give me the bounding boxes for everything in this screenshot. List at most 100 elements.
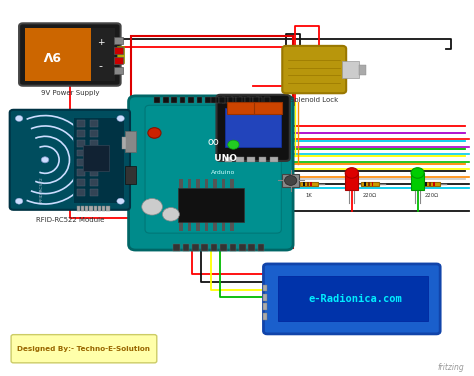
- Bar: [90, 159, 98, 166]
- Bar: [263, 285, 267, 291]
- Circle shape: [117, 198, 124, 204]
- Bar: [77, 189, 85, 196]
- Bar: [173, 244, 180, 251]
- Bar: [90, 130, 98, 137]
- Bar: [115, 47, 123, 54]
- Bar: [214, 97, 219, 103]
- Bar: [359, 65, 366, 74]
- Circle shape: [148, 128, 161, 138]
- Text: Solenoid Lock: Solenoid Lock: [290, 97, 338, 103]
- Bar: [188, 97, 194, 103]
- Bar: [263, 313, 267, 320]
- Bar: [230, 222, 234, 231]
- Bar: [239, 244, 246, 251]
- Bar: [91, 28, 115, 81]
- Bar: [182, 244, 189, 251]
- Text: -: -: [99, 61, 103, 71]
- Bar: [77, 150, 85, 156]
- FancyBboxPatch shape: [9, 110, 130, 210]
- Bar: [253, 97, 259, 103]
- Bar: [192, 244, 199, 251]
- Text: oo: oo: [208, 136, 220, 147]
- Bar: [180, 97, 185, 103]
- Circle shape: [117, 115, 124, 121]
- Bar: [77, 179, 85, 186]
- Bar: [172, 97, 177, 103]
- Bar: [90, 150, 98, 156]
- Bar: [90, 140, 98, 147]
- Bar: [221, 179, 225, 188]
- Bar: [236, 157, 244, 162]
- Bar: [81, 206, 84, 211]
- FancyBboxPatch shape: [19, 23, 120, 86]
- Text: UNO: UNO: [209, 154, 237, 163]
- Circle shape: [15, 198, 23, 204]
- Bar: [205, 97, 211, 103]
- Text: 9V Power Supply: 9V Power Supply: [41, 90, 99, 96]
- Bar: [98, 206, 101, 211]
- Bar: [368, 182, 370, 186]
- Bar: [225, 157, 232, 162]
- Circle shape: [41, 157, 49, 163]
- Bar: [179, 179, 183, 188]
- Circle shape: [228, 140, 239, 149]
- Circle shape: [284, 176, 297, 185]
- Bar: [372, 182, 374, 186]
- Bar: [77, 206, 80, 211]
- Bar: [77, 130, 85, 137]
- Bar: [256, 97, 262, 103]
- Bar: [115, 67, 123, 74]
- Bar: [197, 97, 202, 103]
- Bar: [163, 97, 169, 103]
- Bar: [227, 102, 255, 114]
- FancyBboxPatch shape: [128, 96, 293, 250]
- Bar: [221, 222, 225, 231]
- Text: 1K: 1K: [306, 193, 312, 198]
- Bar: [222, 97, 228, 103]
- Bar: [263, 294, 267, 301]
- Bar: [73, 117, 124, 203]
- Circle shape: [163, 208, 179, 221]
- Bar: [213, 222, 217, 231]
- Bar: [239, 97, 245, 103]
- Bar: [179, 222, 183, 231]
- Bar: [90, 120, 98, 127]
- Bar: [282, 174, 299, 187]
- Text: e-Radionica.com: e-Radionica.com: [308, 294, 402, 304]
- Bar: [125, 166, 136, 184]
- Bar: [196, 179, 200, 188]
- Bar: [213, 179, 217, 188]
- Bar: [188, 179, 191, 188]
- Bar: [125, 131, 136, 152]
- Bar: [263, 303, 267, 310]
- Bar: [433, 182, 435, 186]
- Bar: [155, 97, 160, 103]
- Text: +: +: [97, 38, 105, 47]
- Bar: [264, 97, 270, 103]
- Bar: [310, 182, 312, 186]
- Bar: [115, 37, 123, 44]
- FancyBboxPatch shape: [282, 46, 346, 93]
- Text: RFID-RC522: RFID-RC522: [40, 176, 44, 202]
- Bar: [205, 179, 209, 188]
- Bar: [247, 157, 255, 162]
- Text: Arduino: Arduino: [210, 170, 235, 176]
- Bar: [248, 244, 255, 251]
- Bar: [117, 46, 124, 63]
- Bar: [411, 173, 424, 190]
- Bar: [90, 179, 98, 186]
- Text: 9V: 9V: [42, 48, 60, 61]
- Bar: [196, 222, 200, 231]
- Bar: [77, 140, 85, 147]
- Circle shape: [142, 199, 163, 215]
- Bar: [429, 182, 431, 186]
- Text: fritzing: fritzing: [438, 363, 465, 372]
- Bar: [307, 182, 309, 186]
- Bar: [230, 97, 236, 103]
- Bar: [300, 182, 318, 186]
- Bar: [361, 182, 379, 186]
- Bar: [85, 206, 88, 211]
- Bar: [225, 108, 282, 147]
- Bar: [205, 222, 209, 231]
- Bar: [201, 244, 208, 251]
